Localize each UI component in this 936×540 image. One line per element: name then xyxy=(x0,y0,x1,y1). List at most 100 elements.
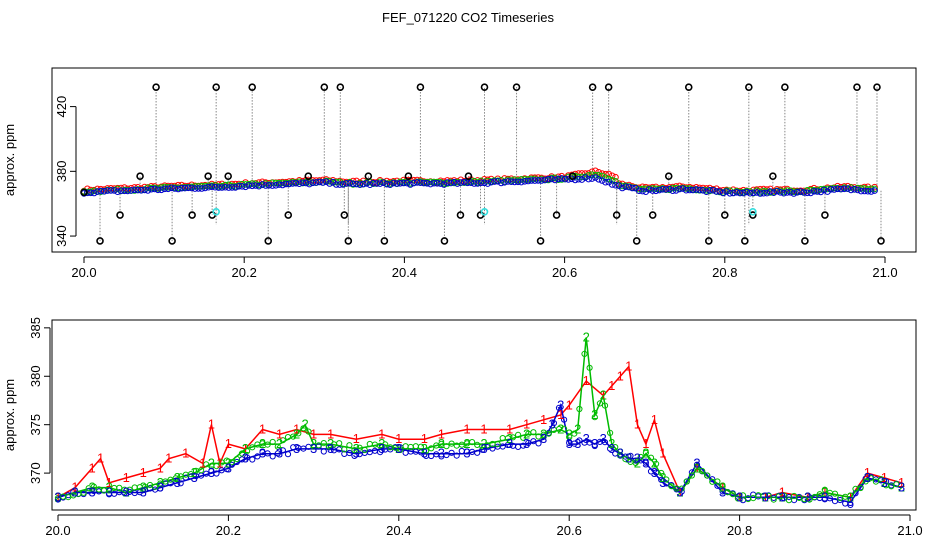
bottom-y-tick-label: 380 xyxy=(28,365,43,387)
bottom-series-2-label: 2 xyxy=(557,422,564,437)
top-blue-point xyxy=(208,183,216,190)
top-outlier-point xyxy=(741,237,749,245)
bottom-series-2-marker xyxy=(361,446,368,454)
top-blue-point xyxy=(797,188,804,195)
top-blue-point xyxy=(359,180,367,188)
top-green-point xyxy=(191,183,199,190)
top-blue-point xyxy=(662,186,670,193)
bottom-series-2-label: 2 xyxy=(625,451,632,466)
top-blue-point xyxy=(719,189,727,197)
top-blue-point xyxy=(376,180,384,187)
bottom-series-1-label: 1 xyxy=(54,489,61,504)
top-blue-point xyxy=(433,180,441,187)
top-blue-point xyxy=(437,180,444,187)
bottom-series-3-marker xyxy=(709,476,716,483)
bottom-series-2-marker xyxy=(678,485,685,492)
top-blue-point xyxy=(652,187,660,195)
bottom-series-2-label: 2 xyxy=(293,426,300,441)
bottom-series-1-label: 1 xyxy=(259,422,266,437)
bottom-panel: approx. ppm 20.0 20.2 20.4 20.6 20.8 21.0 370 3… xyxy=(2,317,923,538)
top-blue-point xyxy=(703,188,710,195)
top-blue-point xyxy=(269,182,276,189)
bottom-series-2-marker xyxy=(116,484,123,491)
top-blue-point xyxy=(100,188,108,195)
bottom-series-3-marker xyxy=(852,490,859,497)
top-blue-point xyxy=(699,187,707,194)
bottom-x-tick-label: 20.0 xyxy=(45,523,70,538)
top-blue-point xyxy=(760,189,767,197)
bottom-series-3-marker xyxy=(591,442,598,450)
top-blue-point xyxy=(161,185,168,193)
top-x-tick-label: 20.0 xyxy=(71,265,96,280)
top-blue-point xyxy=(154,186,162,194)
bottom-series-1-label: 1 xyxy=(157,460,164,475)
bottom-series-3-marker xyxy=(443,451,450,459)
top-blue-point xyxy=(696,186,703,194)
top-blue-point xyxy=(585,175,592,183)
top-blue-point xyxy=(780,189,788,197)
bottom-series-2-marker xyxy=(647,454,655,461)
bottom-series-2-marker xyxy=(734,495,742,502)
bottom-series-2-label: 2 xyxy=(693,460,700,475)
top-blue-point xyxy=(625,183,633,191)
top-blue-point xyxy=(504,178,512,185)
bottom-series-2-label: 2 xyxy=(719,480,726,495)
bottom-series-2-marker xyxy=(264,441,271,448)
top-blue-point xyxy=(844,185,852,192)
top-green-point xyxy=(608,177,616,184)
bottom-series-3-marker xyxy=(678,488,685,495)
bottom-series-1-label: 1 xyxy=(608,378,615,393)
top-blue-point xyxy=(635,187,643,194)
bottom-series-3-label: 3 xyxy=(395,441,402,456)
bottom-series-1-label: 1 xyxy=(566,397,573,412)
bottom-series-3-label: 3 xyxy=(105,485,112,500)
top-outlier-point xyxy=(304,172,313,180)
bottom-series-3-marker xyxy=(535,440,542,447)
top-red-point xyxy=(598,170,606,177)
top-blue-point xyxy=(322,178,330,185)
top-red-point xyxy=(582,170,589,177)
bottom-series-1-label: 1 xyxy=(719,480,726,495)
bottom-series-3-label: 3 xyxy=(123,485,130,500)
bottom-series-3-label: 3 xyxy=(566,436,573,451)
top-blue-point xyxy=(837,185,845,193)
bottom-series-2-marker xyxy=(683,478,690,485)
top-blue-point xyxy=(592,174,599,181)
top-blue-point xyxy=(403,179,411,187)
bottom-series-2-marker xyxy=(642,449,650,456)
top-blue-point xyxy=(346,180,354,187)
top-outlier-point xyxy=(344,237,353,245)
bottom-series-2-label: 2 xyxy=(804,489,811,504)
top-blue-point xyxy=(265,182,273,189)
top-blue-point xyxy=(676,185,683,193)
top-blue-point xyxy=(195,185,202,192)
top-blue-point xyxy=(810,188,818,195)
top-blue-point xyxy=(144,187,152,194)
bottom-series-1-label: 1 xyxy=(523,417,530,432)
top-outlier-point xyxy=(512,83,521,91)
top-outlier-point xyxy=(284,211,293,219)
top-blue-point xyxy=(393,180,401,187)
top-blue-point xyxy=(481,179,488,187)
bottom-series-2-label: 2 xyxy=(259,436,266,451)
top-blue-point xyxy=(551,176,559,184)
bottom-series-1-label: 1 xyxy=(804,489,811,504)
bottom-series-1-label: 1 xyxy=(327,426,334,441)
bottom-series-2-marker xyxy=(862,478,869,485)
top-blue-point xyxy=(430,179,438,187)
bottom-series-2-label: 2 xyxy=(123,485,130,500)
top-blue-point xyxy=(575,175,582,183)
bottom-series-3-label: 3 xyxy=(353,446,360,461)
bottom-series-2-label: 2 xyxy=(421,441,428,456)
bottom-series-2-marker xyxy=(474,441,481,448)
bottom-series-2-marker xyxy=(279,437,286,444)
top-outlier-point xyxy=(440,237,449,245)
bottom-series-2-marker xyxy=(821,486,828,493)
bottom-series-2-marker xyxy=(238,450,246,457)
top-outlier-point xyxy=(264,237,273,245)
bottom-series-3-marker xyxy=(264,450,271,457)
bottom-series-2-label: 2 xyxy=(88,480,95,495)
bottom-series-3-marker xyxy=(254,453,261,460)
bottom-series-2-marker xyxy=(857,484,864,492)
bottom-series-2-marker xyxy=(509,434,517,441)
